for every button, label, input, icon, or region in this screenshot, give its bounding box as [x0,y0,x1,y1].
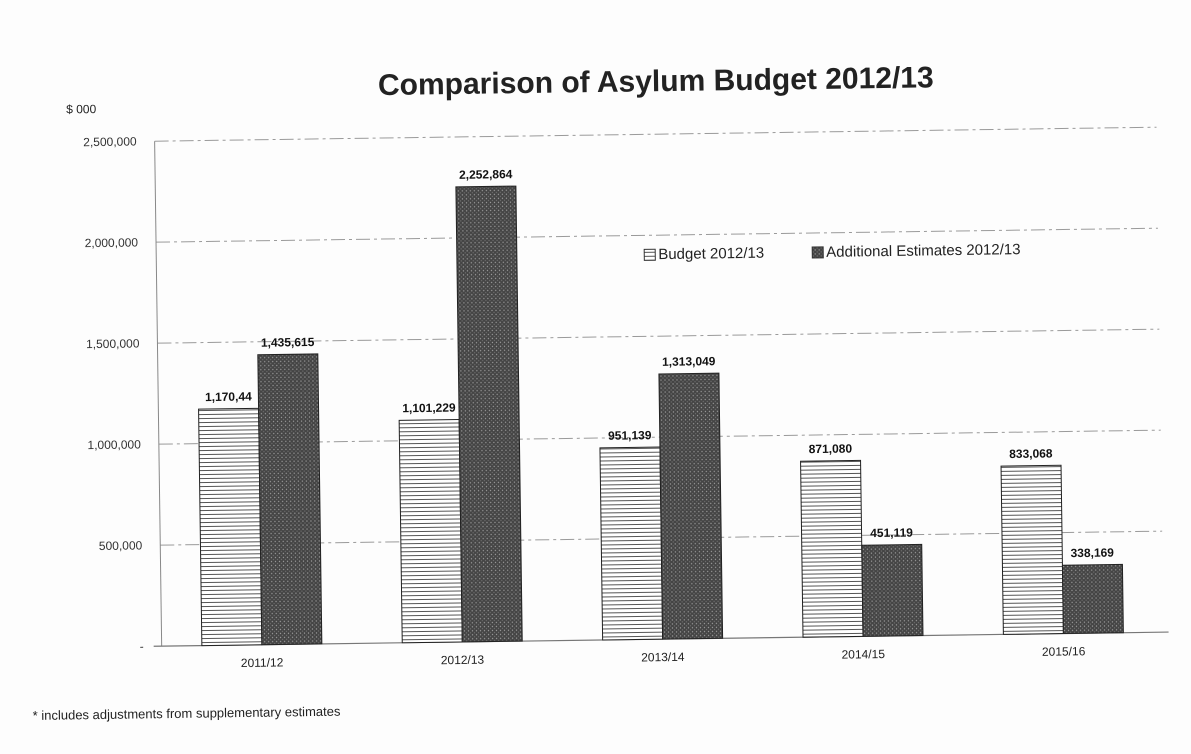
bar-budget [800,459,864,638]
data-label-budget: 951,139 [608,428,652,443]
bar-budget [198,407,263,647]
data-label-additional: 1,435,615 [261,335,315,350]
x-category-label: 2012/13 [441,653,485,668]
footnote: * includes adjustments from supplementar… [33,704,341,723]
legend-label-additional: Additional Estimates 2012/13 [826,241,1021,261]
bar-additional [861,543,924,637]
legend-swatch-additional [811,246,824,259]
data-label-budget: 871,080 [809,442,853,457]
x-category-label: 2013/14 [641,650,685,665]
grid-line [154,126,1157,142]
y-tick-label: 500,000 [99,538,143,553]
y-axis-unit-label: $ 000 [66,102,97,116]
bar-budget [1000,464,1064,635]
legend-label-budget: Budget 2012/13 [658,245,764,263]
legend: Budget 2012/13 Additional Estimates 2012… [643,241,1021,263]
chart-title: Comparison of Asylum Budget 2012/13 [378,61,934,102]
bar-additional [658,372,724,640]
data-label-additional: 338,169 [1070,546,1114,561]
x-category-label: 2011/12 [241,655,284,670]
x-category-label: 2015/16 [1042,644,1086,659]
legend-swatch-budget [643,248,656,261]
y-axis-ticks: - 500,000 1,000,000 1,500,000 2,000,000 2,500… [83,134,144,653]
data-label-additional: 451,119 [870,526,913,541]
bar-additional [455,185,523,643]
y-tick-label: 2,000,000 [85,235,139,250]
y-tick-label: 1,000,000 [87,437,141,452]
data-label-additional: 2,252,864 [459,167,513,182]
bar-additional [1061,563,1124,635]
x-axis-categories: 2011/12 2012/13 2013/14 2014/15 2015/16 [241,644,1086,670]
bar-budget [398,419,463,644]
y-axis-line [154,141,163,647]
y-tick-label: 1,500,000 [86,336,140,351]
x-category-label: 2014/15 [841,647,885,662]
data-labels: 1,170,44 1,435,615 1,101,229 2,252,864 951,1… [205,167,1114,561]
y-tick-label: 2,500,000 [83,134,137,149]
bar-additional [257,353,323,646]
grid-line [157,328,1160,344]
data-label-budget: 833,068 [1009,446,1053,461]
data-label-budget: 1,101,229 [402,401,456,416]
y-tick-label: - [140,639,144,653]
data-label-additional: 1,313,049 [662,354,716,369]
grid-line [156,227,1158,243]
bars [198,185,1124,647]
bar-budget [599,446,664,641]
data-label-budget: 1,170,44 [205,389,252,404]
